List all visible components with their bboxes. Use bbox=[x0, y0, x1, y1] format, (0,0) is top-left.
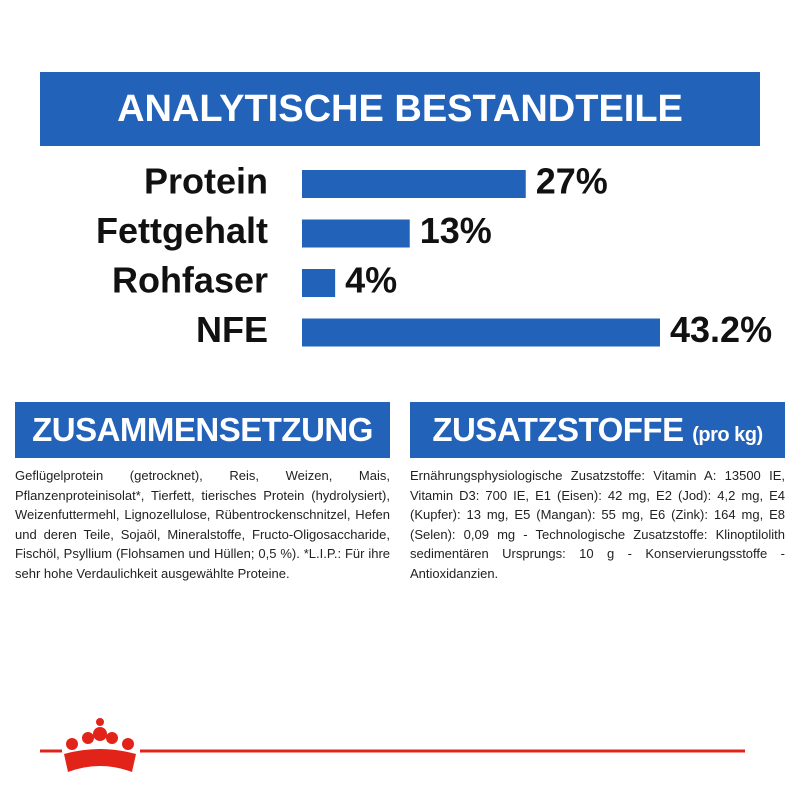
value-label: 43.2% bbox=[670, 309, 772, 350]
additives-text: Ernährungsphysiologische Zusatzstoffe: V… bbox=[410, 468, 785, 581]
category-label: Fettgehalt bbox=[96, 210, 268, 251]
bar bbox=[302, 219, 410, 248]
bar bbox=[302, 318, 660, 347]
value-label: 4% bbox=[345, 260, 397, 301]
category-label: Rohfaser bbox=[112, 260, 268, 301]
additives-header: ZUSATZSTOFFE (pro kg) bbox=[410, 402, 785, 458]
chart: ANALYTISCHE BESTANDTEILE Protein 27% Fettg… bbox=[40, 72, 772, 350]
title-banner bbox=[40, 72, 760, 146]
crown-logo bbox=[64, 718, 136, 772]
chart-title: ANALYTISCHE BESTANDTEILE bbox=[117, 88, 683, 130]
value-label: 13% bbox=[420, 210, 492, 251]
additives-unit: (pro kg) bbox=[692, 424, 763, 446]
composition-text: Geflügelprotein (getrocknet), Reis, Weiz… bbox=[15, 468, 390, 581]
composition-title: ZUSAMMENSETZUNG bbox=[15, 402, 390, 458]
bar bbox=[302, 170, 526, 198]
value-label: 27% bbox=[536, 161, 608, 202]
additives-title: ZUSATZSTOFFE bbox=[432, 411, 684, 448]
category-label: NFE bbox=[196, 309, 268, 350]
category-label: Protein bbox=[144, 161, 268, 202]
bar bbox=[302, 269, 336, 297]
